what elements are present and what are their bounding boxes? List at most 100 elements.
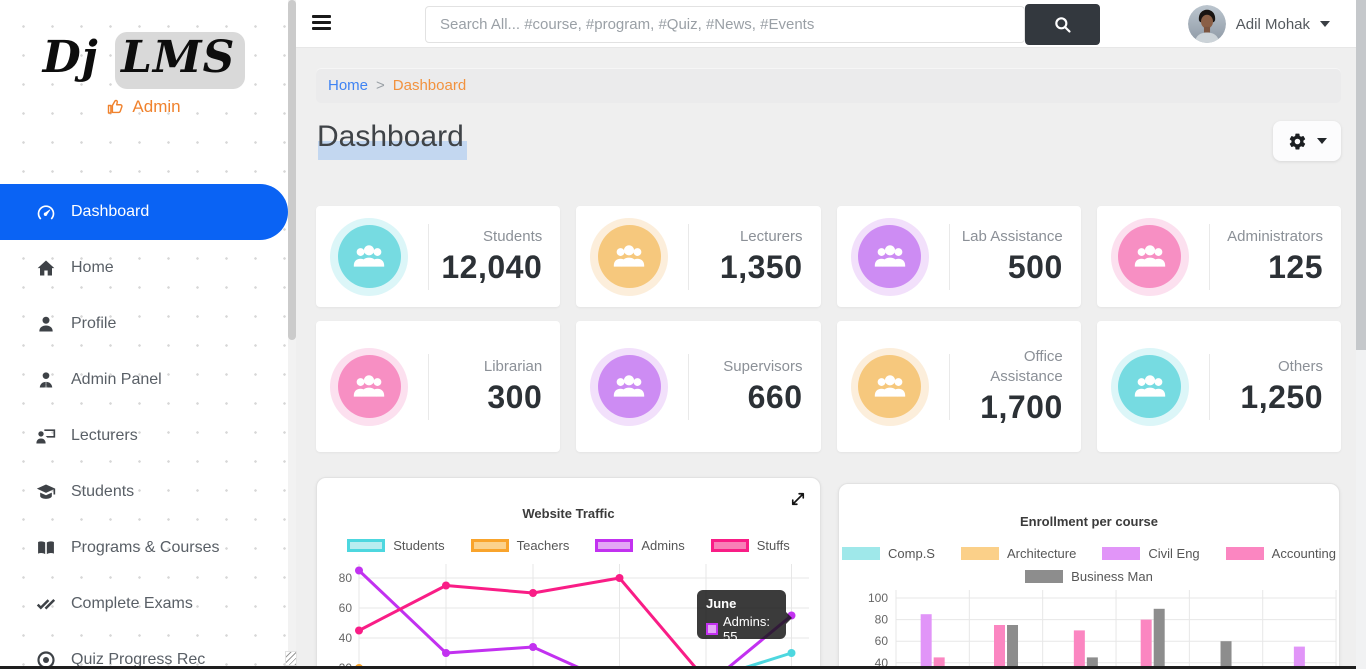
tooltip-swatch (706, 623, 718, 635)
svg-text:40: 40 (339, 631, 353, 645)
gauge-icon (36, 202, 56, 222)
divider (1208, 223, 1210, 290)
svg-text:60: 60 (875, 634, 889, 648)
user-menu[interactable]: Adil Mohak (1187, 0, 1330, 48)
lecturer-icon (36, 426, 56, 446)
legend-item-admins[interactable]: Admins (595, 538, 685, 553)
viewport-bottom-edge (0, 666, 1356, 669)
tooltip-value: Admins: 55 (723, 614, 770, 644)
divider (688, 353, 690, 420)
sidebar-item-label: Programs & Courses (71, 539, 220, 556)
legend-label: Business Man (1071, 569, 1153, 584)
search-icon (1053, 15, 1073, 35)
stat-card-office-assistance: Office Assistance 1,700 (836, 321, 1081, 452)
chart-legend-row-1: Comp.S Architecture Civil Eng Accounting (839, 546, 1339, 561)
legend-item-accounting[interactable]: Accounting (1225, 546, 1336, 561)
sidebar-item-label: Admin Panel (71, 371, 162, 388)
sidebar-item-admin-panel[interactable]: Admin Panel (0, 352, 288, 408)
legend-label: Stuffs (756, 538, 790, 553)
thumbs-up-icon (107, 98, 125, 116)
legend-item-architecture[interactable]: Architecture (960, 546, 1077, 561)
home-icon (36, 258, 56, 278)
legend-label: Teachers (516, 538, 570, 553)
chart-title: Enrollment per course (1020, 514, 1158, 529)
sidebar-scrollbar[interactable] (288, 0, 296, 669)
sidebar-menu: Dashboard Home Profile Admin Panel Lectu… (0, 184, 288, 669)
stat-value: 300 (487, 379, 543, 416)
sidebar-item-label: Dashboard (71, 203, 150, 220)
sidebar-item-profile[interactable]: Profile (0, 296, 288, 352)
sidebar-item-label: Home (71, 259, 114, 276)
sidebar-item-label: Students (71, 483, 135, 500)
users-group-icon (597, 225, 661, 288)
legend-swatch (470, 539, 509, 552)
stat-icon-ring (1110, 347, 1189, 426)
legend-label: Architecture (1006, 546, 1077, 561)
hamburger-icon[interactable] (312, 15, 331, 33)
sidebar-item-label: Profile (71, 315, 117, 332)
legend-label: Comp.S (888, 546, 935, 561)
admin-role-link[interactable]: Admin (0, 97, 288, 117)
chart-legend: Students Teachers Admins Stuffs (317, 538, 820, 553)
users-group-icon (1118, 225, 1182, 288)
legend-item-business-man[interactable]: Business Man (1025, 569, 1153, 584)
search-button[interactable] (1025, 4, 1100, 45)
resize-grip-icon[interactable] (285, 651, 297, 666)
stat-card-supervisors: Supervisors 660 (576, 321, 821, 452)
stat-icon-ring (1110, 217, 1189, 296)
svg-text:100: 100 (868, 591, 888, 605)
divider (948, 353, 950, 420)
bar-chart: 100 80 60 40 (868, 590, 1337, 669)
stat-value: 660 (747, 379, 803, 416)
app-logo[interactable]: Dj LMS (0, 32, 288, 89)
sidebar-item-programs-courses[interactable]: Programs & Courses (0, 520, 288, 576)
sidebar-item-dashboard[interactable]: Dashboard (0, 184, 288, 240)
svg-text:40: 40 (875, 656, 889, 669)
legend-item-civil-eng[interactable]: Civil Eng (1102, 546, 1200, 561)
legend-item-stuffs[interactable]: Stuffs (710, 538, 790, 553)
double-check-icon (36, 594, 56, 614)
expand-icon[interactable] (789, 490, 807, 508)
legend-item-teachers[interactable]: Teachers (470, 538, 570, 553)
stat-card-administrators: Administrators 125 (1096, 206, 1341, 307)
title-selection-highlight (318, 141, 467, 160)
stat-value: 125 (1268, 249, 1323, 286)
page-scrollbar-thumb[interactable] (1356, 0, 1366, 350)
sidebar-item-quiz-progress-rec[interactable]: Quiz Progress Rec (0, 632, 288, 669)
legend-item-comp-s[interactable]: Comp.S (842, 546, 935, 561)
stat-card-others: Others 1,250 (1096, 321, 1341, 452)
stat-value: 1,350 (719, 249, 803, 286)
stat-icon-ring (850, 217, 929, 296)
sidebar-item-complete-exams[interactable]: Complete Exams (0, 576, 288, 632)
sidebar-scrollbar-thumb[interactable] (288, 0, 296, 340)
legend-swatch (1025, 570, 1064, 583)
search-input[interactable] (425, 6, 1025, 43)
legend-item-students[interactable]: Students (347, 538, 445, 553)
sidebar-item-students[interactable]: Students (0, 464, 288, 520)
legend-swatch (842, 547, 881, 560)
stat-label: Lecturers (739, 227, 803, 245)
page-actions-button[interactable] (1273, 121, 1341, 161)
logo-text-dj: Dj (42, 32, 99, 83)
users-group-icon (858, 225, 921, 288)
sidebar-item-home[interactable]: Home (0, 240, 288, 296)
stat-icon-ring (330, 217, 408, 296)
user-icon (36, 314, 56, 334)
svg-text:60: 60 (339, 601, 353, 615)
stat-label: Others (1277, 357, 1323, 375)
divider (428, 223, 429, 290)
divider (428, 353, 429, 420)
sidebar-item-lecturers[interactable]: Lecturers (0, 408, 288, 464)
chart-legend-row-2: Business Man (839, 569, 1339, 584)
stat-card-students: Students 12,040 (316, 206, 561, 307)
stat-card-lecturers: Lecturers 1,350 (576, 206, 821, 307)
avatar (1187, 5, 1226, 43)
topbar: Adil Mohak (296, 0, 1356, 48)
stat-icon-ring (330, 347, 408, 426)
legend-swatch (595, 539, 634, 552)
breadcrumb-home-link[interactable]: Home (328, 77, 369, 94)
page-title: Dashboard (317, 120, 464, 153)
chart-tooltip: June Admins: 55 (697, 590, 792, 644)
admin-role-label: Admin (132, 97, 181, 116)
legend-label: Admins (641, 538, 685, 553)
